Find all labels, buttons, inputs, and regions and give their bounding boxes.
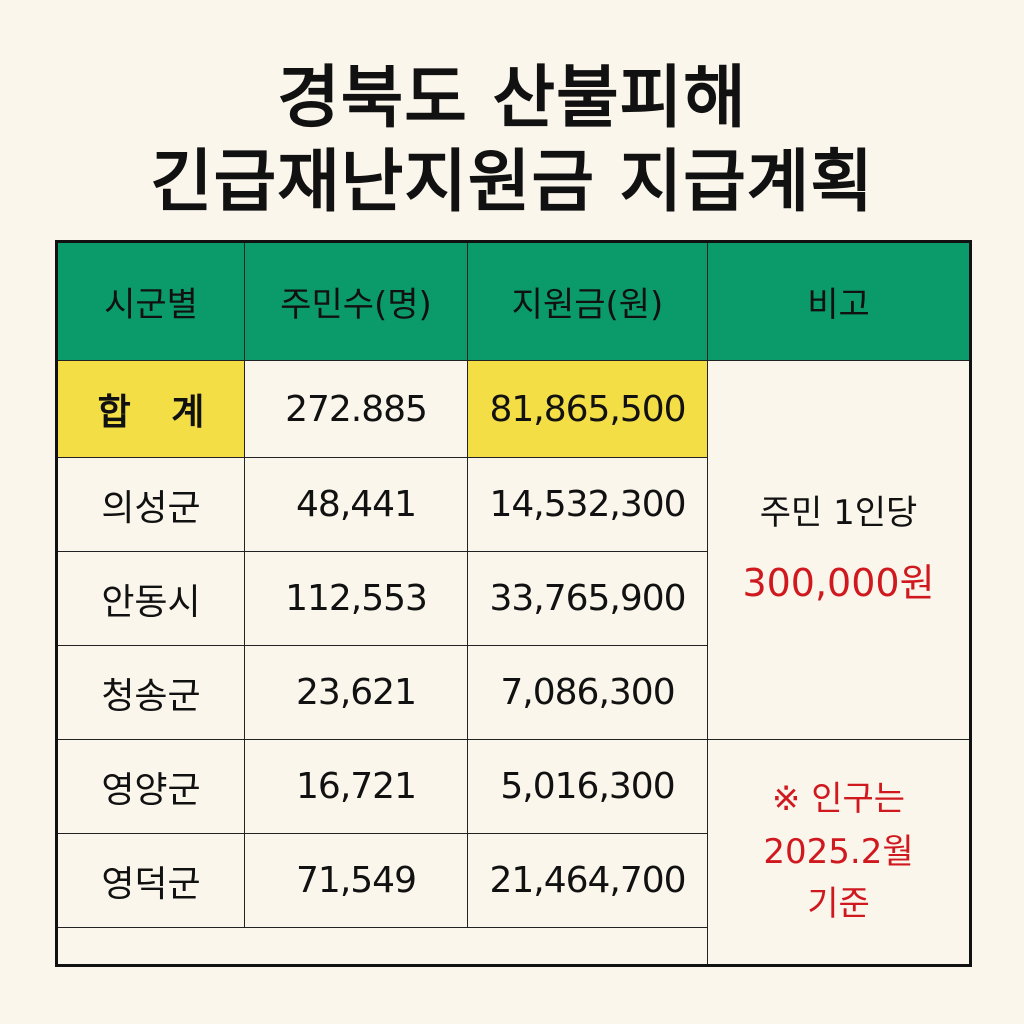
note-per-person-label: 주민 1인당: [759, 493, 918, 534]
header-amount: 지원금(원): [467, 241, 708, 361]
header-residents: 주민수(명): [244, 241, 468, 361]
row-amount: 7,086,300: [467, 645, 708, 740]
header-note: 비고: [707, 241, 971, 361]
note-per-person: 주민 1인당 300,000원: [707, 360, 971, 740]
table-row: 의성군 48,441 14,532,300: [56, 457, 971, 552]
note-population-line3: 기준: [807, 884, 870, 925]
total-label: 합 계: [56, 360, 245, 458]
row-region: 청송군: [56, 645, 245, 740]
table-header-row: 시군별 주민수(명) 지원금(원) 비고: [56, 241, 971, 361]
row-amount: 21,464,700: [467, 833, 708, 928]
row-region: 안동시: [56, 551, 245, 646]
row-residents: 112,553: [244, 551, 468, 646]
note-population-line1: ※ 인구는: [771, 778, 906, 819]
row-residents: 16,721: [244, 739, 468, 834]
table-row: 영양군 16,721 5,016,300 ※ 인구는 2025.2월 기준: [56, 739, 971, 966]
row-region: 영덕군: [56, 833, 245, 928]
row-amount: 5,016,300: [467, 739, 708, 834]
total-row: 합 계 272.885 81,865,500 주민 1인당 300,000원: [56, 360, 971, 740]
header-region: 시군별: [56, 241, 245, 361]
empty-cell: [56, 927, 708, 966]
row-residents: 71,549: [244, 833, 468, 928]
note-population-basis: ※ 인구는 2025.2월 기준: [707, 739, 971, 966]
support-table: 시군별 주민수(명) 지원금(원) 비고 합 계 272.885 81,865,…: [55, 240, 972, 967]
total-amount: 81,865,500: [467, 360, 708, 458]
row-residents: 23,621: [244, 645, 468, 740]
page-title-line1: 경북도 산불피해: [277, 59, 747, 138]
row-amount: 14,532,300: [467, 457, 708, 552]
row-amount: 33,765,900: [467, 551, 708, 646]
total-residents: 272.885: [244, 360, 468, 458]
note-population-line2: 2025.2월: [763, 831, 914, 872]
table-row: 청송군 23,621 7,086,300: [56, 645, 971, 740]
row-region: 의성군: [56, 457, 245, 552]
row-residents: 48,441: [244, 457, 468, 552]
page-title-line2: 긴급재난지원금 지급계획: [150, 143, 874, 222]
note-per-person-amount: 300,000원: [742, 560, 935, 605]
table-row: 안동시 112,553 33,765,900: [56, 551, 971, 646]
row-region: 영양군: [56, 739, 245, 834]
empty-row: [56, 927, 971, 966]
table-row: 영덕군 71,549 21,464,700: [56, 833, 971, 928]
